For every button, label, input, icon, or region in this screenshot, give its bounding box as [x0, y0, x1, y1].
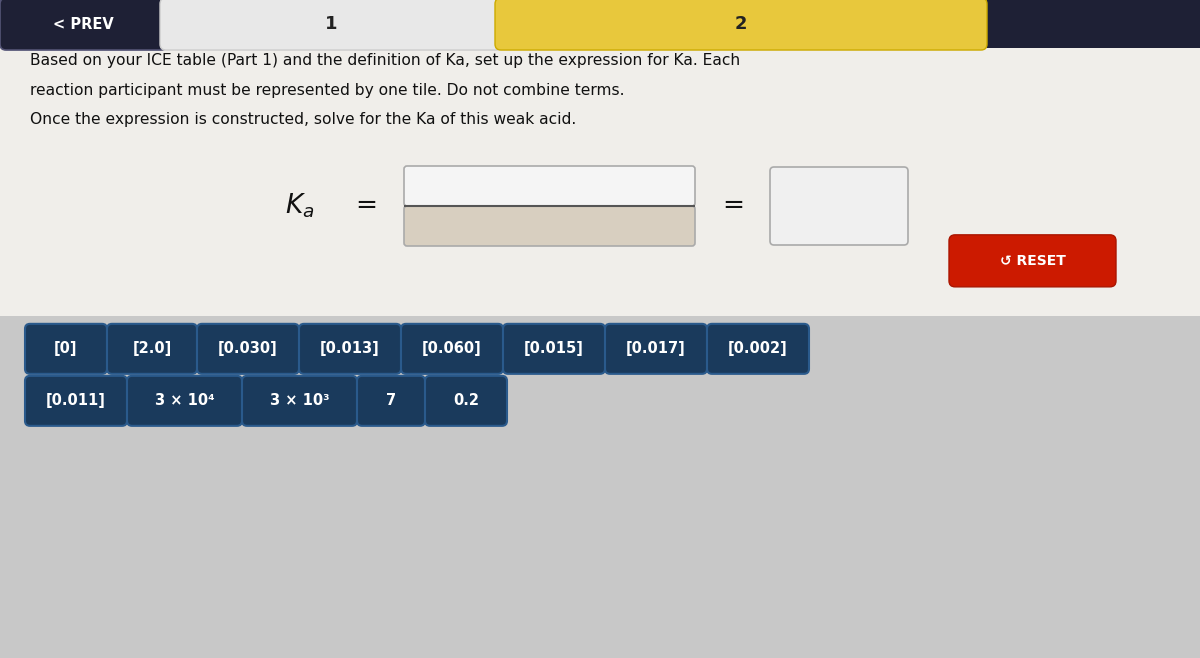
- Text: $K_a$: $K_a$: [286, 191, 314, 220]
- FancyBboxPatch shape: [25, 324, 107, 374]
- FancyBboxPatch shape: [404, 206, 695, 246]
- Text: < PREV: < PREV: [53, 16, 114, 32]
- Text: 3 × 10⁴: 3 × 10⁴: [155, 393, 215, 409]
- Text: Once the expression is constructed, solve for the Ka of this weak acid.: Once the expression is constructed, solv…: [30, 112, 576, 127]
- Text: [0]: [0]: [54, 342, 78, 357]
- Bar: [0, 316, 1200, 658]
- Text: 2: 2: [734, 15, 748, 33]
- FancyBboxPatch shape: [160, 0, 502, 50]
- FancyBboxPatch shape: [949, 235, 1116, 287]
- Text: 1: 1: [325, 15, 337, 33]
- FancyBboxPatch shape: [770, 167, 908, 245]
- Text: ↺ RESET: ↺ RESET: [1000, 254, 1066, 268]
- Bar: [0, 0, 1200, 48]
- FancyBboxPatch shape: [25, 376, 127, 426]
- Text: [0.013]: [0.013]: [320, 342, 380, 357]
- FancyBboxPatch shape: [0, 0, 167, 50]
- FancyBboxPatch shape: [299, 324, 401, 374]
- Text: [0.002]: [0.002]: [728, 342, 788, 357]
- Text: 7: 7: [386, 393, 396, 409]
- FancyBboxPatch shape: [707, 324, 809, 374]
- Text: [0.015]: [0.015]: [524, 342, 584, 357]
- FancyBboxPatch shape: [404, 166, 695, 206]
- FancyBboxPatch shape: [503, 324, 605, 374]
- FancyBboxPatch shape: [605, 324, 707, 374]
- Text: =: =: [355, 193, 377, 219]
- FancyBboxPatch shape: [425, 376, 508, 426]
- Text: 3 × 10³: 3 × 10³: [270, 393, 329, 409]
- Text: [0.030]: [0.030]: [218, 342, 278, 357]
- FancyBboxPatch shape: [496, 0, 988, 50]
- Text: [0.017]: [0.017]: [626, 342, 686, 357]
- FancyBboxPatch shape: [358, 376, 425, 426]
- FancyBboxPatch shape: [107, 324, 197, 374]
- Text: reaction participant must be represented by one tile. Do not combine terms.: reaction participant must be represented…: [30, 82, 624, 97]
- FancyBboxPatch shape: [197, 324, 299, 374]
- FancyBboxPatch shape: [127, 376, 242, 426]
- FancyBboxPatch shape: [401, 324, 503, 374]
- Text: [0.011]: [0.011]: [46, 393, 106, 409]
- Text: Based on your ICE table (Part 1) and the definition of Ka, set up the expression: Based on your ICE table (Part 1) and the…: [30, 53, 740, 68]
- Text: [2.0]: [2.0]: [132, 342, 172, 357]
- Text: [0.060]: [0.060]: [422, 342, 482, 357]
- Text: =: =: [722, 193, 744, 219]
- Text: 0.2: 0.2: [454, 393, 479, 409]
- FancyBboxPatch shape: [242, 376, 358, 426]
